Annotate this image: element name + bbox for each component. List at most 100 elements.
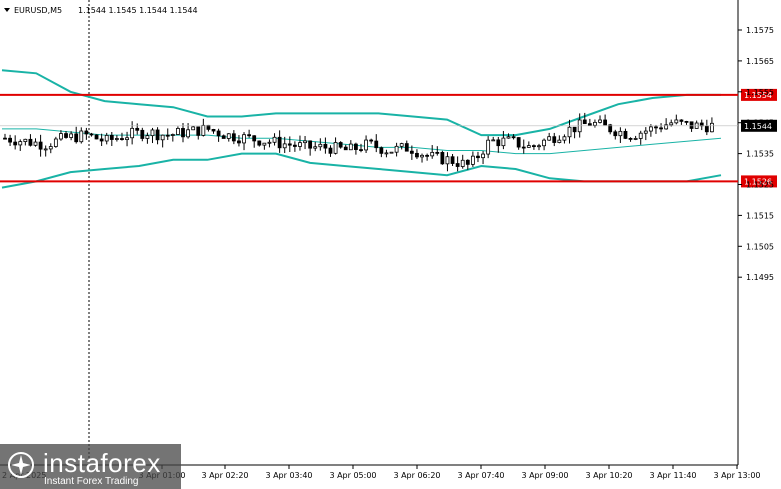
candle-body	[298, 142, 302, 147]
candle-body	[237, 140, 241, 144]
price-tick-label: 1.1545	[746, 119, 774, 128]
candle-body	[679, 119, 684, 122]
candle-body	[552, 136, 557, 143]
candle-body	[669, 122, 674, 126]
candle-body	[125, 137, 129, 141]
candle-body	[430, 151, 435, 157]
candle-body	[252, 135, 257, 142]
candle-body	[476, 155, 480, 159]
candle-body	[74, 133, 79, 143]
candle-body	[547, 136, 552, 141]
candle-body	[262, 142, 267, 146]
candle-body	[69, 133, 74, 138]
candle-body	[277, 136, 282, 149]
candle-body	[333, 142, 338, 154]
candle-body	[674, 119, 679, 124]
candle-body	[623, 130, 628, 139]
dropdown-triangle-icon[interactable]	[4, 8, 10, 12]
candle-body	[38, 141, 43, 150]
candle-body	[99, 138, 104, 142]
candle-body	[145, 135, 150, 139]
candle-body	[257, 140, 262, 146]
ohlc-readout: 1.1544 1.1545 1.1544 1.1544	[78, 6, 198, 15]
candle-body	[94, 134, 99, 140]
candle-body	[338, 142, 343, 148]
candle-body	[394, 145, 399, 153]
candle-body	[593, 121, 597, 126]
candle-body	[603, 119, 608, 126]
candle-body	[114, 138, 119, 140]
candle-body	[201, 124, 206, 136]
candle-body	[33, 141, 38, 146]
time-tick-label: 3 Apr 07:40	[457, 471, 504, 480]
price-tick-label: 1.1495	[746, 273, 774, 282]
candle-body	[659, 127, 663, 130]
candle-body	[628, 138, 633, 140]
candle-body	[445, 156, 450, 165]
horizontal-levels[interactable]: 1.1554 1.1526 1.1544	[0, 88, 777, 188]
candle-body	[699, 122, 704, 127]
candle-body	[425, 154, 430, 157]
candle-body	[64, 133, 68, 138]
candle-body	[292, 144, 297, 147]
bollinger-upper-band	[1, 69, 721, 137]
candlestick-series	[3, 112, 714, 172]
candle-body	[440, 152, 445, 165]
price-tick-label: 1.1515	[746, 211, 774, 220]
candle-body	[364, 139, 368, 151]
candle-body	[318, 143, 323, 148]
candle-body	[496, 139, 501, 147]
candle-body	[704, 125, 709, 133]
time-tick-label: 3 Apr 11:40	[649, 471, 696, 480]
candle-body	[313, 146, 318, 149]
logo-tagline: Instant Forex Trading	[44, 476, 139, 487]
candle-body	[567, 126, 572, 138]
candle-body	[48, 146, 53, 150]
candle-body	[664, 124, 669, 130]
candle-body	[501, 137, 506, 147]
candle-body	[516, 137, 521, 148]
candle-body	[170, 134, 175, 136]
candle-body	[43, 148, 48, 151]
candle-body	[435, 151, 440, 154]
candle-body	[409, 150, 414, 154]
current-price-label-bg	[741, 119, 777, 132]
candle-body	[511, 136, 516, 139]
candle-body	[28, 138, 33, 146]
level-label-lower: 1.1526	[744, 177, 772, 186]
candle-body	[109, 134, 114, 140]
candle-body	[399, 143, 404, 147]
time-tick-label: 3 Apr 03:40	[265, 471, 312, 480]
candle-body	[287, 143, 292, 146]
candle-body	[532, 145, 536, 148]
candle-body	[303, 140, 307, 144]
candle-body	[186, 129, 190, 138]
candle-body	[481, 153, 485, 159]
candle-body	[206, 124, 211, 130]
candle-body	[23, 138, 28, 142]
candle-body	[267, 141, 272, 144]
candle-body	[348, 143, 353, 151]
time-tick-label: 3 Apr 09:00	[521, 471, 568, 480]
candle-body	[710, 122, 714, 133]
candle-body	[654, 126, 658, 129]
candle-body	[79, 130, 84, 143]
candle-body	[282, 143, 287, 149]
price-tick-label: 1.1555	[746, 88, 774, 97]
candle-body	[526, 145, 531, 148]
time-tick-label: 3 Apr 13:00	[713, 471, 760, 480]
candle-body	[491, 139, 496, 142]
candle-body	[643, 130, 648, 134]
time-tick-label: 3 Apr 05:00	[329, 471, 376, 480]
candle-body	[272, 136, 277, 143]
candle-body	[608, 124, 613, 133]
candle-body	[354, 143, 358, 150]
candle-body	[242, 134, 246, 144]
price-axis: 1.15751.15651.15551.15451.15351.15251.15…	[738, 26, 774, 282]
candle-body	[542, 139, 546, 147]
symbol-label: EURUSD,M5	[14, 6, 62, 15]
candle-body	[13, 141, 18, 146]
level-label-upper: 1.1554	[744, 91, 772, 100]
